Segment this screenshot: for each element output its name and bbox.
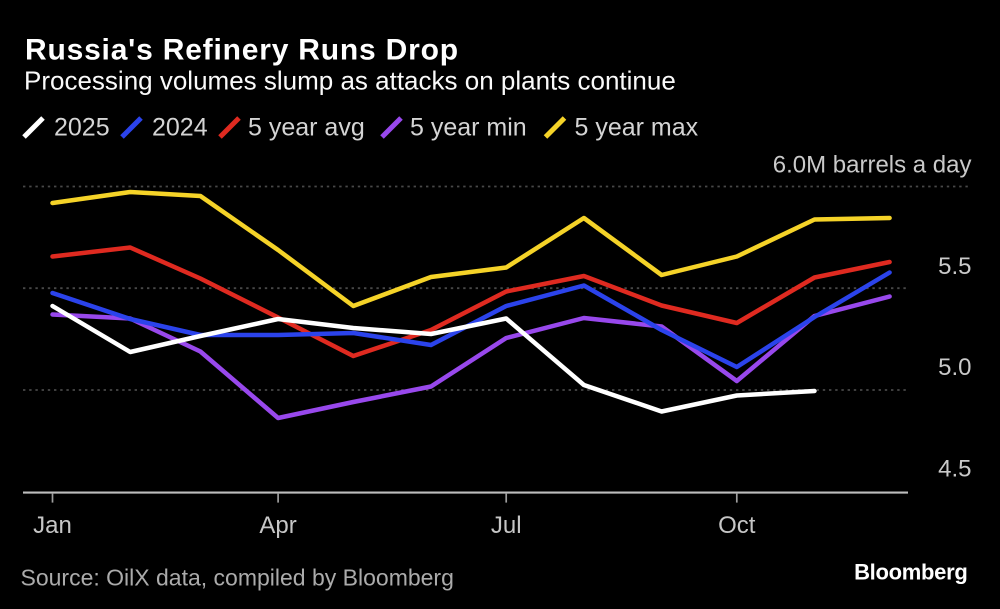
svg-text:6.0M barrels a day: 6.0M barrels a day bbox=[773, 151, 972, 178]
svg-text:Jan: Jan bbox=[33, 512, 72, 539]
svg-text:2025: 2025 bbox=[54, 114, 110, 142]
svg-text:Processing volumes slump as at: Processing volumes slump as attacks on p… bbox=[24, 65, 676, 95]
svg-text:5.5: 5.5 bbox=[938, 253, 971, 280]
svg-text:Source: OilX data, compiled by: Source: OilX data, compiled by Bloomberg bbox=[21, 564, 454, 590]
svg-text:Russia's Refinery Runs Drop: Russia's Refinery Runs Drop bbox=[25, 34, 459, 67]
svg-text:5 year max: 5 year max bbox=[575, 114, 699, 142]
svg-text:2024: 2024 bbox=[152, 114, 208, 142]
svg-text:5.0: 5.0 bbox=[938, 354, 971, 381]
svg-text:4.5: 4.5 bbox=[938, 456, 971, 483]
svg-text:Apr: Apr bbox=[259, 512, 296, 539]
svg-text:Bloomberg: Bloomberg bbox=[854, 560, 967, 585]
svg-text:Oct: Oct bbox=[718, 512, 756, 539]
svg-text:Jul: Jul bbox=[491, 512, 522, 539]
svg-text:5 year avg: 5 year avg bbox=[248, 114, 365, 142]
svg-text:5 year min: 5 year min bbox=[410, 114, 527, 142]
